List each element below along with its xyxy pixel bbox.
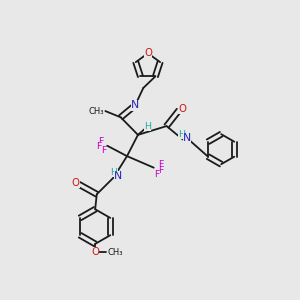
Text: H: H <box>110 168 117 177</box>
Text: H: H <box>178 130 185 139</box>
Text: O: O <box>144 48 152 58</box>
Text: F: F <box>154 170 160 179</box>
Text: N: N <box>114 171 122 182</box>
Text: CH₃: CH₃ <box>89 106 104 116</box>
Text: O: O <box>72 178 80 188</box>
Text: N: N <box>131 100 139 110</box>
Text: O: O <box>91 247 99 257</box>
Text: O: O <box>178 104 186 114</box>
Text: H: H <box>144 122 151 130</box>
Text: F: F <box>158 166 164 175</box>
Text: F: F <box>158 160 164 169</box>
Text: CH₃: CH₃ <box>108 248 123 257</box>
Text: N: N <box>183 133 191 143</box>
Text: F: F <box>98 136 104 146</box>
Text: F: F <box>101 146 106 155</box>
Text: F: F <box>96 142 102 152</box>
